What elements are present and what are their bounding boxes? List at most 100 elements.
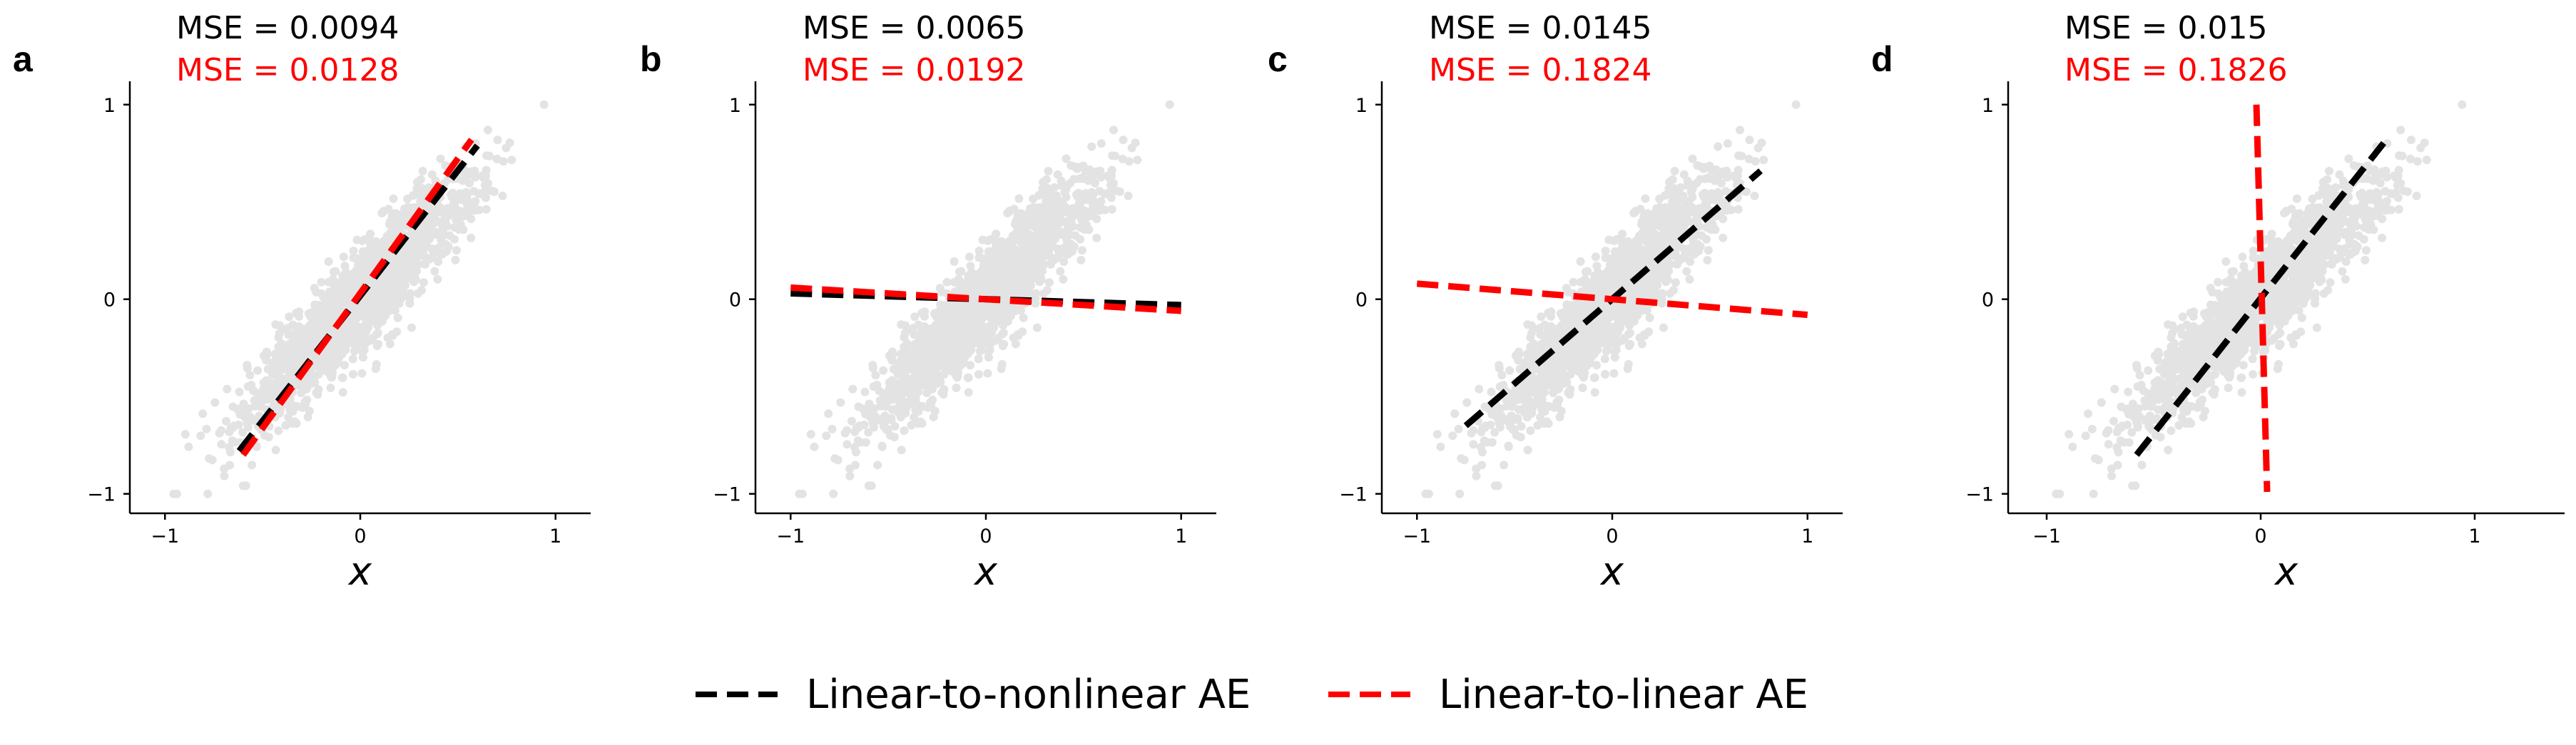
scatter-point <box>1514 347 1523 356</box>
scatter-point <box>1566 301 1575 310</box>
scatter-point <box>1665 178 1674 187</box>
scatter-point <box>340 361 349 370</box>
scatter-point <box>353 260 362 269</box>
scatter-point <box>331 332 340 341</box>
x-tick-label: −1 <box>1402 525 1431 548</box>
scatter-point <box>1604 309 1614 318</box>
scatter-point <box>1636 254 1646 263</box>
scatter-point <box>385 229 394 238</box>
scatter-point <box>1040 239 1049 247</box>
scatter-point <box>480 180 489 190</box>
scatter-point <box>1641 194 1650 203</box>
scatter-point <box>288 330 297 339</box>
scatter-point <box>319 293 328 302</box>
scatter-point <box>871 412 880 421</box>
mse-linear: MSE = 0.1824 <box>1429 52 1652 88</box>
scatter-point <box>950 257 959 266</box>
scatter-point <box>441 240 450 249</box>
scatter-point <box>1018 284 1027 294</box>
scatter-point <box>217 426 225 435</box>
mse-nonlinear: MSE = 0.015 <box>2065 10 2268 46</box>
scatter-point <box>966 262 975 271</box>
scatter-point <box>284 413 293 422</box>
scatter-point <box>1064 225 1073 235</box>
scatter-point <box>1010 254 1019 263</box>
scatter-point <box>1517 422 1526 431</box>
scatter-point <box>885 378 894 387</box>
scatter-point <box>1643 238 1652 247</box>
scatter-point <box>1062 154 1071 163</box>
scatter-point <box>1671 278 1680 287</box>
scatter-point <box>271 349 280 359</box>
scatter-point <box>1043 286 1052 295</box>
scatter-point <box>361 339 370 348</box>
scatter-point <box>1704 173 1713 183</box>
scatter-point <box>388 279 397 288</box>
scatter-point <box>1653 281 1662 290</box>
scatter-point <box>1582 361 1592 371</box>
scatter-point <box>902 339 912 348</box>
scatter-point <box>895 366 905 375</box>
scatter-point <box>329 267 338 277</box>
scatter-point <box>955 320 964 329</box>
scatter-point <box>467 167 476 176</box>
y-tick-label: −1 <box>713 484 741 506</box>
scatter-point <box>414 239 424 247</box>
scatter-point <box>914 330 923 339</box>
scatter-point <box>328 274 337 284</box>
scatter-point <box>930 406 940 416</box>
scatter-point <box>387 302 396 311</box>
scatter-point <box>910 388 920 397</box>
scatter-point <box>1674 218 1684 227</box>
scatter-point <box>1688 154 1697 163</box>
scatter-point <box>1033 246 1042 255</box>
scatter-point <box>1047 260 1056 269</box>
scatter-point <box>390 292 399 301</box>
scatter-point <box>338 373 347 382</box>
x-tick-label: 0 <box>1606 525 1618 548</box>
scatter-point <box>926 398 935 407</box>
scatter-point <box>1697 231 1706 240</box>
scatter-point <box>829 489 838 498</box>
scatter-point <box>916 377 925 386</box>
scatter-point <box>998 277 1007 286</box>
scatter-point <box>1079 206 1089 215</box>
scatter-point <box>1462 398 1472 407</box>
scatter-point <box>1014 194 1024 203</box>
scatter-point <box>428 253 437 262</box>
x-tick-label: 0 <box>354 525 366 548</box>
scatter-point <box>302 339 312 349</box>
scatter-point <box>1095 200 1104 210</box>
scatter-point <box>306 369 315 378</box>
scatter-point <box>238 428 248 437</box>
scatter-point <box>1072 190 1081 199</box>
scatter-point <box>332 287 340 296</box>
scatter-point <box>300 398 310 407</box>
scatter-point <box>1703 255 1712 264</box>
scatter-point <box>1524 378 1533 387</box>
scatter-point <box>339 252 348 262</box>
scatter-point <box>1650 209 1659 218</box>
scatter-point <box>1105 187 1114 197</box>
scatter-point <box>1059 274 1068 284</box>
scatter-point <box>351 341 360 351</box>
scatter-point <box>338 388 347 397</box>
scatter-point <box>1686 187 1696 197</box>
scatter-point <box>397 269 406 279</box>
scatter-point <box>1049 228 1059 237</box>
scatter-point <box>217 440 226 449</box>
scatter-point <box>1119 135 1128 145</box>
scatter-point <box>961 305 970 314</box>
scatter-point <box>1523 320 1532 329</box>
scatter-point <box>1696 175 1705 184</box>
scatter-point <box>962 332 972 341</box>
scatter-point <box>1542 377 1552 386</box>
scatter-point <box>871 371 880 380</box>
panel-letter: c <box>1268 39 1288 79</box>
scatter-point <box>847 416 856 426</box>
scatter-point <box>373 321 382 330</box>
scatter-point <box>1017 238 1026 247</box>
scatter-point <box>1613 339 1622 348</box>
